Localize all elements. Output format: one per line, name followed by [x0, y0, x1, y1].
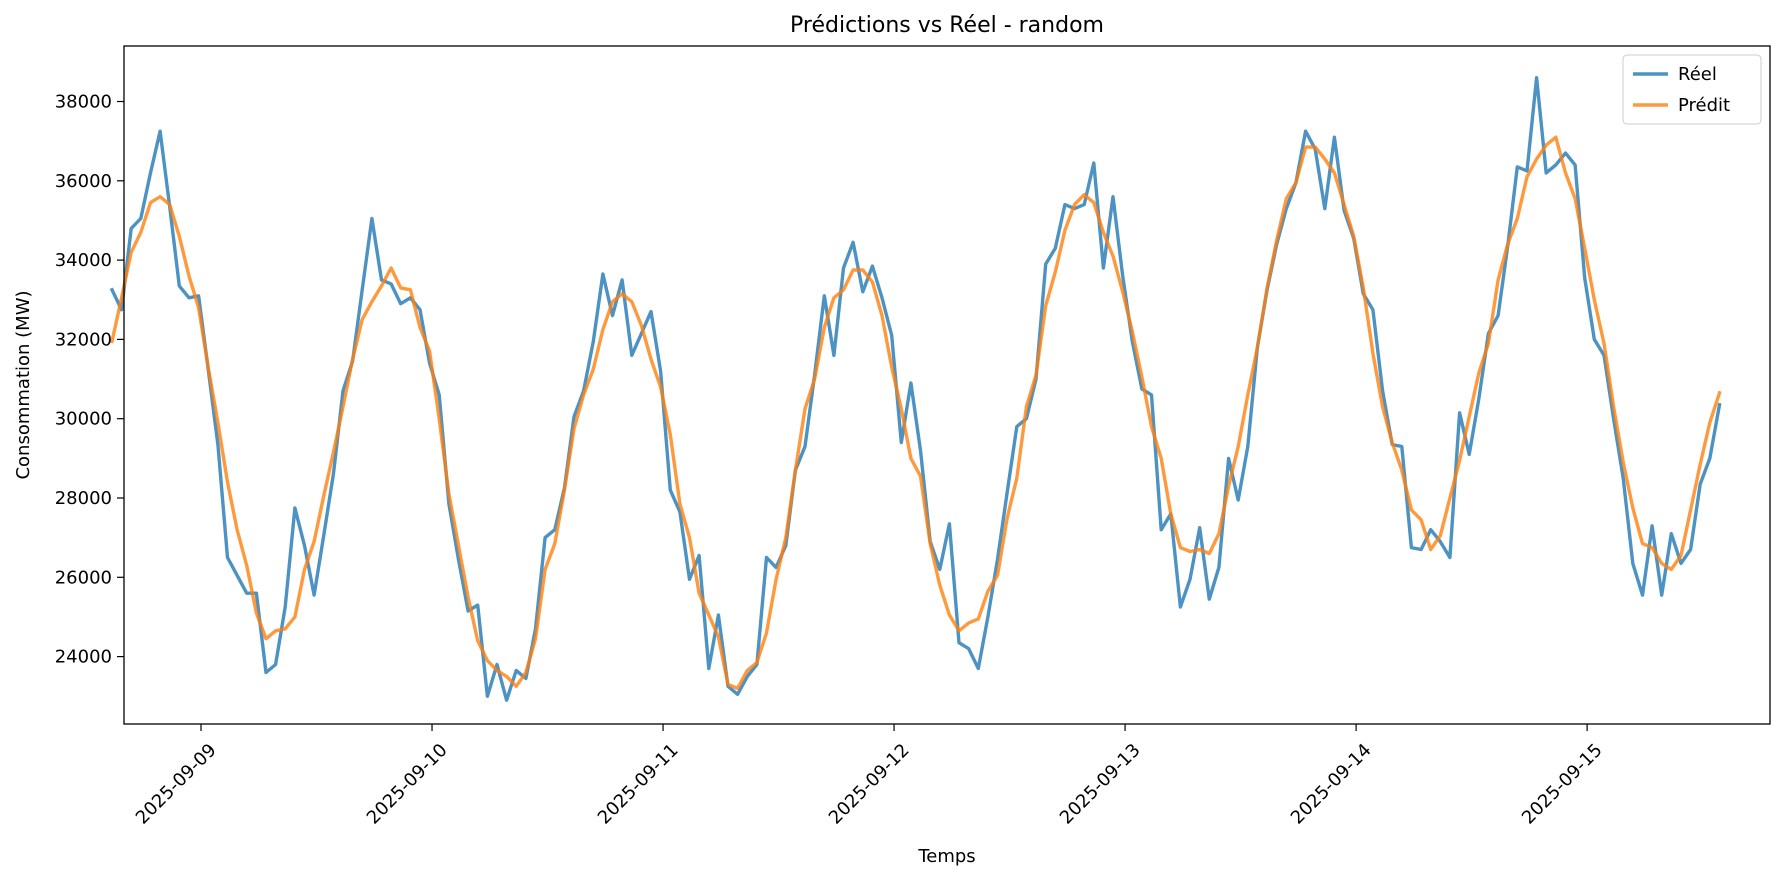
legend: Réel Prédit — [1622, 54, 1762, 125]
legend-box — [1622, 54, 1762, 125]
y-axis: 24000 26000 28000 30000 32000 34000 36000 38000 — [55, 92, 124, 668]
y-tick-label: 28000 — [55, 488, 112, 509]
y-tick-label: 24000 — [55, 647, 112, 668]
legend-label-predit: Prédit — [1678, 95, 1730, 116]
x-axis-label: Temps — [917, 846, 975, 867]
chart-title: Prédictions vs Réel - random — [790, 13, 1104, 38]
y-tick-label: 30000 — [55, 409, 112, 430]
y-tick-label: 26000 — [55, 567, 112, 588]
y-tick-label: 32000 — [55, 329, 112, 350]
series-line-reel — [109, 76, 1722, 702]
plot-frame — [123, 45, 1771, 725]
series-line-predit — [109, 135, 1722, 690]
y-axis-label: Consommation (MW) — [13, 290, 34, 479]
y-tick-label: 38000 — [55, 92, 112, 113]
legend-label-reel: Réel — [1678, 64, 1717, 85]
y-tick-label: 34000 — [55, 250, 112, 271]
series-layer — [109, 76, 1722, 702]
y-tick-label: 36000 — [55, 171, 112, 192]
